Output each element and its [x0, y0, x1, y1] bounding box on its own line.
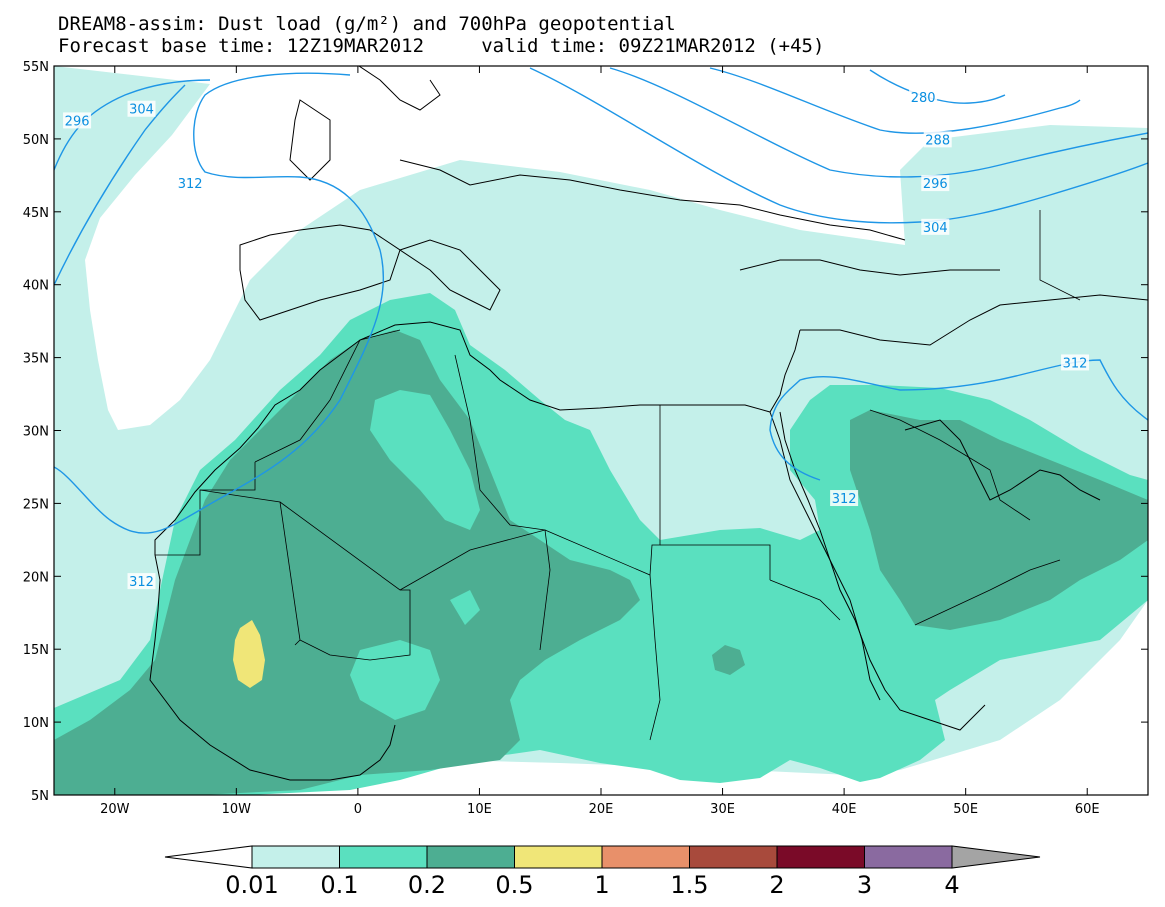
lon-tick-label: 20W — [100, 802, 130, 817]
colorbar-swatch — [601, 845, 690, 869]
lat-tick-label: 40N — [23, 279, 49, 294]
contour-labels: 296 304 312 280 288 296 304 312 312 312 — [63, 89, 1090, 590]
contour-label: 312 — [129, 575, 154, 590]
lat-tick-label: 25N — [23, 497, 49, 512]
colorbar-label: 0.01 — [225, 871, 278, 899]
latitude-axis: 55N 50N 45N 40N 35N 30N 25N 20N 15N 10N 5N — [23, 60, 1148, 804]
colorbar-swatch — [776, 845, 865, 869]
contour-label-bg — [923, 131, 952, 148]
lat-tick-label: 45N — [23, 206, 49, 221]
contour-label-bg — [63, 112, 92, 129]
dust-shading-high — [233, 620, 265, 688]
longitude-axis: 20W 10W 0 10E 20E 30E 40E 50E 60E — [100, 66, 1100, 817]
map-plot-area: 296 304 312 280 288 296 304 312 312 312 — [54, 66, 1148, 795]
lon-tick-label: 60E — [1075, 802, 1100, 817]
colorbar-label: 2 — [769, 871, 784, 899]
lat-tick-label: 15N — [23, 643, 49, 658]
contour-label-bg — [127, 573, 156, 590]
contour-label-bg — [127, 100, 156, 117]
colorbar-swatch — [514, 845, 603, 869]
contour-label: 312 — [832, 492, 857, 507]
lon-tick-label: 10E — [467, 802, 492, 817]
colorbar-swatch — [864, 845, 953, 869]
colorbar-swatch — [251, 845, 340, 869]
colorbar-swatch — [426, 845, 515, 869]
colorbar-swatch — [689, 845, 778, 869]
contour-label: 288 — [925, 133, 950, 148]
contour-label: 296 — [65, 114, 90, 129]
lon-tick-label: 30E — [710, 802, 735, 817]
coastlines — [149, 66, 1148, 781]
country-borders — [155, 210, 1081, 741]
lon-tick-label: 40E — [832, 802, 857, 817]
lat-tick-label: 50N — [23, 133, 49, 148]
contour-label: 304 — [923, 221, 948, 236]
lon-tick-label: 20E — [589, 802, 614, 817]
colorbar-label: 0.1 — [320, 871, 358, 899]
lat-tick-label: 35N — [23, 352, 49, 367]
lat-tick-label: 30N — [23, 425, 49, 440]
lon-tick-label: 0 — [354, 802, 362, 817]
lat-tick-label: 10N — [23, 716, 49, 731]
contour-label: 304 — [129, 103, 154, 118]
colorbar-label: 0.5 — [495, 871, 533, 899]
colorbar-label: 4 — [944, 871, 959, 899]
contour-label-bg — [1061, 354, 1090, 371]
contour-label-bg — [921, 218, 950, 235]
colorbar-label: 0.2 — [408, 871, 446, 899]
map-title: DREAM8-assim: Dust load (g/m²) and 700hP… — [58, 13, 676, 35]
contour-label-bg — [921, 175, 950, 192]
contour-label-bg — [176, 175, 205, 192]
dust-shading-medium — [54, 330, 1148, 795]
colorbar-label: 1.5 — [670, 871, 708, 899]
lon-tick-label: 50E — [953, 802, 978, 817]
colorbar-label: 3 — [857, 871, 872, 899]
contour-label: 312 — [178, 177, 203, 192]
contour-label: 296 — [923, 177, 948, 192]
lon-tick-label: 10W — [222, 802, 252, 817]
lat-tick-label: 20N — [23, 570, 49, 585]
lat-tick-label: 55N — [23, 60, 49, 75]
colorbar-under-triangle — [164, 845, 253, 869]
lat-tick-label: 5N — [31, 789, 49, 804]
colorbar-over-triangle — [951, 845, 1041, 869]
colorbar-swatch — [339, 845, 428, 869]
contour-label-bg — [830, 490, 859, 507]
colorbar-legend: 0.01 0.1 0.2 0.5 1 1.5 2 3 4 — [164, 845, 1041, 899]
map-subtitle: Forecast base time: 12Z19MAR2012 valid t… — [58, 35, 825, 57]
contour-label: 280 — [911, 91, 936, 106]
colorbar-label: 1 — [594, 871, 609, 899]
contour-label: 312 — [1063, 356, 1088, 371]
contour-label-bg — [909, 89, 938, 106]
